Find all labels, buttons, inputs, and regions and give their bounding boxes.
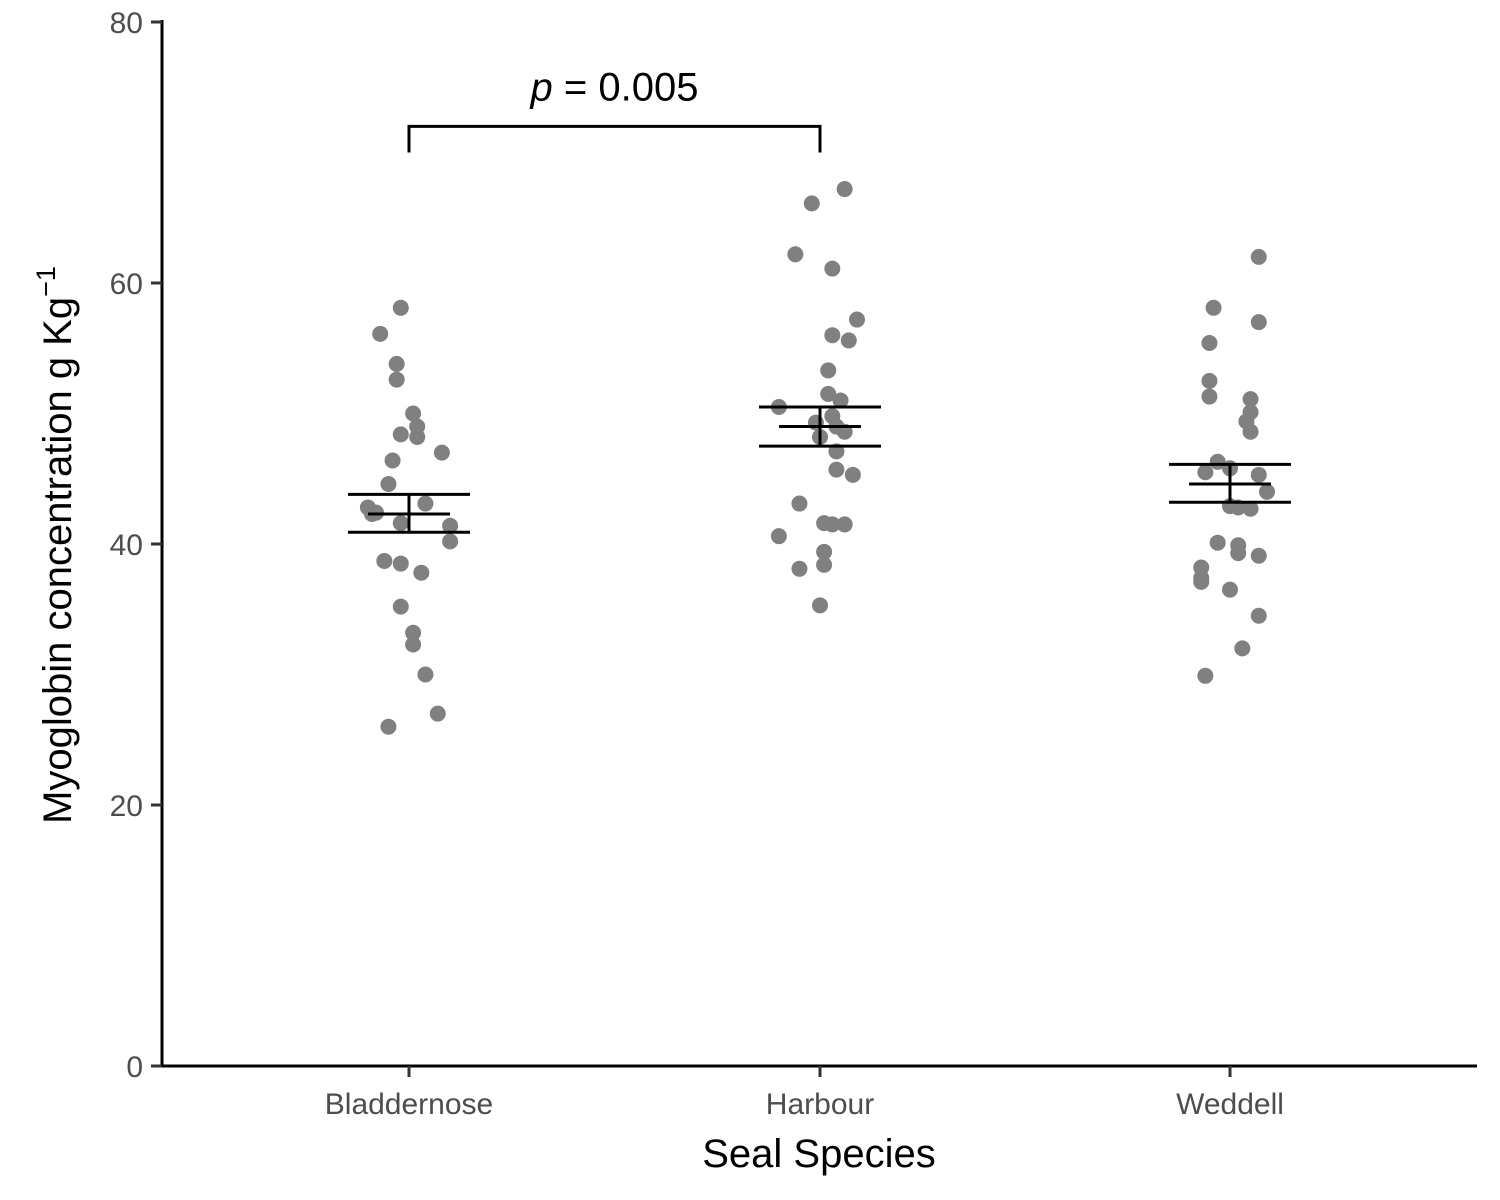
data-point bbox=[1250, 466, 1267, 483]
data-point bbox=[816, 556, 833, 573]
x-tick-label-harbour: Harbour bbox=[766, 1088, 874, 1121]
data-point bbox=[1242, 391, 1259, 408]
data-point bbox=[820, 385, 837, 402]
data-point bbox=[392, 515, 409, 532]
significance-label: p = 0.005 bbox=[530, 65, 699, 109]
data-point bbox=[380, 475, 397, 492]
data-point bbox=[824, 516, 841, 533]
data-point bbox=[388, 371, 405, 388]
axes: 0 20 40 60 80 Bladdernose Harbour Weddell bbox=[110, 7, 1477, 1121]
data-point bbox=[417, 495, 434, 512]
data-point bbox=[1250, 314, 1267, 331]
data-point bbox=[413, 564, 430, 581]
data-point bbox=[848, 311, 865, 328]
data-point bbox=[816, 543, 833, 560]
data-point bbox=[1258, 483, 1275, 500]
data-point bbox=[392, 426, 409, 443]
data-point bbox=[429, 705, 446, 722]
data-point bbox=[1242, 423, 1259, 440]
data-point bbox=[1250, 547, 1267, 564]
data-point bbox=[1197, 667, 1214, 684]
y-tick-label: 80 bbox=[110, 7, 143, 40]
data-point bbox=[1242, 500, 1259, 517]
y-axis-title: Myoglobin concentration g Kg−1 bbox=[31, 266, 80, 824]
data-point bbox=[442, 533, 459, 550]
data-point bbox=[442, 517, 459, 534]
y-axis-title-superscript: −1 bbox=[31, 266, 61, 297]
data-point bbox=[770, 528, 787, 545]
data-point bbox=[1230, 545, 1247, 562]
x-axis-title: Seal Species bbox=[702, 1132, 935, 1176]
data-point bbox=[1197, 464, 1214, 481]
data-point bbox=[820, 362, 837, 379]
data-point bbox=[392, 598, 409, 615]
data-point bbox=[388, 355, 405, 372]
data-point bbox=[1201, 372, 1218, 389]
data-point bbox=[384, 452, 401, 469]
data-point bbox=[1201, 388, 1218, 405]
data-point bbox=[1250, 248, 1267, 265]
y-tick-label: 20 bbox=[110, 790, 143, 823]
data-point bbox=[1234, 640, 1251, 657]
data-point bbox=[824, 260, 841, 277]
data-point bbox=[380, 718, 397, 735]
data-point bbox=[824, 327, 841, 344]
plot-area bbox=[348, 124, 1291, 735]
y-tick-label: 60 bbox=[110, 268, 143, 301]
data-point bbox=[844, 466, 861, 483]
data-point bbox=[812, 597, 828, 614]
data-point bbox=[409, 428, 426, 445]
data-point bbox=[1201, 335, 1218, 352]
data-point bbox=[840, 332, 857, 349]
data-point bbox=[417, 666, 434, 683]
p-value-text: = 0.005 bbox=[553, 65, 699, 109]
data-point bbox=[392, 555, 409, 572]
data-point bbox=[787, 246, 804, 263]
data-point bbox=[1250, 607, 1267, 624]
data-point bbox=[1205, 299, 1222, 316]
x-tick-label-bladdernose: Bladdernose bbox=[325, 1088, 493, 1121]
data-point bbox=[1222, 581, 1238, 598]
y-tick-label: 40 bbox=[110, 529, 143, 562]
data-point bbox=[1209, 534, 1226, 551]
significance-bracket bbox=[407, 124, 822, 153]
data-point bbox=[803, 195, 820, 212]
data-point bbox=[836, 516, 853, 533]
data-point bbox=[405, 624, 422, 641]
data-point bbox=[405, 636, 422, 653]
data-point bbox=[791, 495, 808, 512]
data-point bbox=[828, 461, 845, 478]
data-point bbox=[1193, 573, 1210, 590]
data-point bbox=[836, 181, 853, 198]
data-point bbox=[405, 405, 422, 422]
y-axis-title-main: Myoglobin concentration g Kg bbox=[36, 297, 80, 824]
data-point bbox=[832, 392, 849, 409]
data-point bbox=[791, 560, 808, 577]
data-point bbox=[376, 552, 393, 569]
x-tick-label-weddell: Weddell bbox=[1176, 1088, 1284, 1121]
p-symbol: p bbox=[530, 65, 553, 109]
data-point bbox=[372, 325, 389, 342]
y-tick-label: 0 bbox=[126, 1051, 143, 1084]
data-point bbox=[433, 444, 450, 461]
data-point bbox=[392, 299, 409, 316]
